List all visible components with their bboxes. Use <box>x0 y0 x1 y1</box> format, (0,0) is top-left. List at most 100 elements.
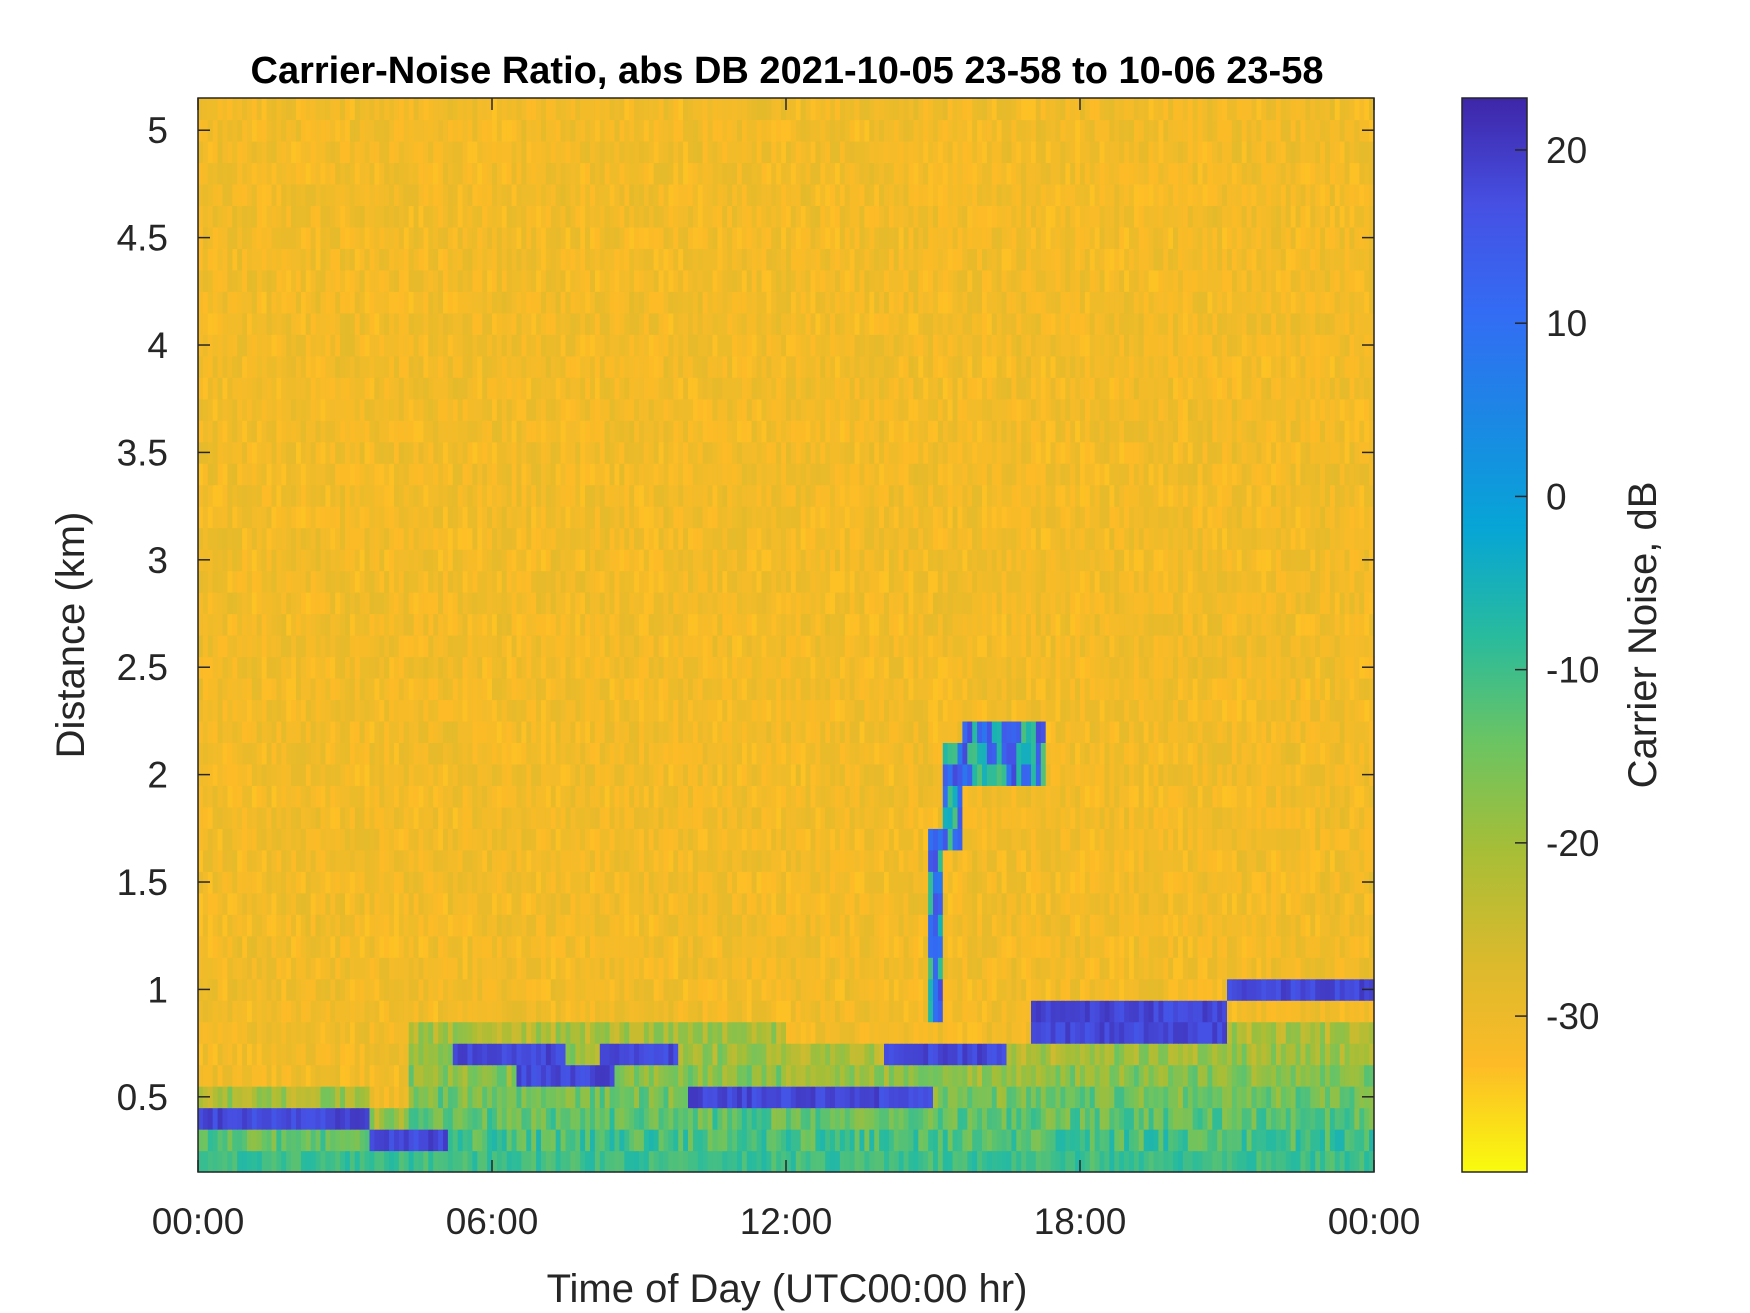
heatmap-cell <box>296 1000 302 1023</box>
heatmap-cell <box>805 828 812 851</box>
heatmap-cell <box>1109 1129 1115 1152</box>
heatmap-cell <box>1006 742 1012 765</box>
heatmap-cell <box>545 871 552 894</box>
heatmap-cell <box>1148 914 1155 937</box>
heatmap-cell <box>1192 1043 1199 1066</box>
heatmap-cell <box>364 914 371 937</box>
heatmap-cell <box>555 720 562 743</box>
heatmap-cell <box>335 785 341 808</box>
heatmap-cell <box>389 1086 395 1109</box>
heatmap-cell <box>580 1086 586 1109</box>
heatmap-cell <box>1173 914 1179 937</box>
heatmap-cell <box>487 892 493 915</box>
heatmap-cell <box>305 1086 312 1109</box>
heatmap-cell <box>1290 1000 1297 1023</box>
heatmap-cell <box>1124 1150 1130 1173</box>
heatmap-cell <box>1129 935 1135 958</box>
heatmap-cell <box>550 957 557 980</box>
heatmap-cell <box>1080 763 1086 786</box>
heatmap-cell <box>830 871 836 894</box>
heatmap-cell <box>492 1129 498 1152</box>
heatmap-cell <box>1133 1107 1140 1130</box>
heatmap-cell <box>761 871 767 894</box>
heatmap-cell <box>741 978 748 1001</box>
heatmap-cell <box>697 1129 704 1152</box>
heatmap-cell <box>286 742 292 765</box>
heatmap-cell <box>692 1021 699 1044</box>
heatmap-cell <box>825 1107 831 1130</box>
heatmap-cell <box>1285 1000 1292 1023</box>
heatmap-plot-area <box>198 98 1375 1173</box>
heatmap-cell <box>1285 763 1292 786</box>
heatmap-cell <box>967 828 973 851</box>
heatmap-cell <box>1310 1086 1316 1109</box>
heatmap-cell <box>526 914 532 937</box>
heatmap-cell <box>1329 871 1336 894</box>
heatmap-cell <box>585 914 591 937</box>
heatmap-cell <box>575 1107 581 1130</box>
heatmap-cell <box>1276 1107 1282 1130</box>
heatmap-cell <box>619 849 625 872</box>
heatmap-cell <box>1055 1150 1061 1173</box>
heatmap-cell <box>624 1021 630 1044</box>
heatmap-cell <box>668 785 674 808</box>
heatmap-cell <box>908 785 914 808</box>
heatmap-cell <box>477 892 483 915</box>
heatmap-cell <box>1133 763 1140 786</box>
heatmap-cell <box>952 849 959 872</box>
heatmap-cell <box>242 935 248 958</box>
heatmap-cell <box>692 742 699 765</box>
heatmap-cell <box>1045 849 1052 872</box>
heatmap-cell <box>712 1000 718 1023</box>
heatmap-cell <box>1040 742 1047 765</box>
heatmap-cell <box>972 871 978 894</box>
heatmap-cell <box>776 935 782 958</box>
heatmap-cell <box>1031 849 1037 872</box>
heatmap-cell <box>560 806 567 829</box>
heatmap-cell <box>854 785 861 808</box>
heatmap-cell <box>746 914 753 937</box>
heatmap-cell <box>291 806 297 829</box>
heatmap-cell <box>247 742 253 765</box>
heatmap-cell <box>1354 1086 1360 1109</box>
heatmap-cell <box>296 849 302 872</box>
heatmap-cell <box>1021 1021 1027 1044</box>
heatmap-cell <box>594 1000 601 1023</box>
heatmap-cell <box>1168 828 1174 851</box>
heatmap-cell <box>359 1107 366 1130</box>
heatmap-cell <box>1325 957 1331 980</box>
heatmap-cell <box>1280 1150 1287 1173</box>
heatmap-cell <box>511 935 518 958</box>
heatmap-cell <box>1124 806 1130 829</box>
heatmap-cell <box>330 957 336 980</box>
heatmap-cell <box>212 1064 219 1087</box>
heatmap-cell <box>746 1107 753 1130</box>
heatmap-cell <box>639 742 645 765</box>
heatmap-cell <box>202 935 209 958</box>
heatmap-cell <box>1178 1021 1184 1044</box>
heatmap-cell <box>1300 806 1306 829</box>
heatmap-cell <box>207 1043 214 1066</box>
heatmap-cell <box>1158 1086 1164 1109</box>
heatmap-cell <box>202 1107 209 1130</box>
heatmap-cell <box>580 935 586 958</box>
heatmap-cell <box>1138 914 1145 937</box>
heatmap-cell <box>707 935 714 958</box>
heatmap-cell <box>276 849 282 872</box>
heatmap-cell <box>1354 1043 1360 1066</box>
heatmap-cell <box>330 1043 336 1066</box>
heatmap-cell <box>305 720 312 743</box>
heatmap-cell <box>531 1107 537 1130</box>
heatmap-cell <box>1354 957 1360 980</box>
heatmap-cell <box>261 1107 268 1130</box>
heatmap-cell <box>477 1086 483 1109</box>
heatmap-cell <box>1021 1086 1027 1109</box>
heatmap-cell <box>653 871 660 894</box>
heatmap-cell <box>1359 1107 1365 1130</box>
heatmap-cell <box>1236 914 1243 937</box>
heatmap-cell <box>1158 720 1164 743</box>
heatmap-cell <box>1001 828 1008 851</box>
heatmap-cell <box>575 978 581 1001</box>
heatmap-cell <box>330 892 336 915</box>
heatmap-cell <box>751 720 758 743</box>
